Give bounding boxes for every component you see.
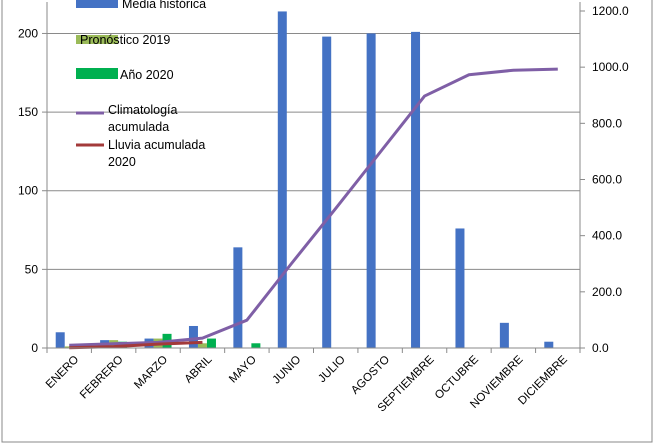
bar-media-historica-noviembre: [499, 322, 509, 348]
bar-media-historica-julio: [322, 36, 332, 348]
right-tick-label-200.0: 200.0: [592, 285, 622, 299]
legend-label-climatologia-line1: Climatología: [108, 103, 178, 117]
right-tick-label-1200.0: 1200.0: [592, 4, 629, 18]
bar-media-historica-octubre: [455, 228, 465, 348]
left-axis-ticks: 0 50 100 150 200: [18, 26, 47, 355]
legend-swatch-ano-2020: [76, 68, 118, 79]
bar-ano-2020-abril: [206, 338, 216, 348]
right-tick-label-400.0: 400.0: [592, 229, 622, 243]
legend-label-lluvia-line2: 2020: [108, 155, 136, 169]
legend-label-pronostico-2019: Pronóstico 2019: [80, 33, 170, 47]
right-tick-label-800.0: 800.0: [592, 116, 622, 130]
left-tick-label-50: 50: [25, 262, 39, 276]
line-climatologia-acumulada: [69, 67, 558, 347]
axes: [46, 2, 581, 353]
right-axis-ticks: 0.0 200.0 400.0 600.0 800.0 1000.0 1200.0: [580, 4, 629, 355]
left-tick-label-100: 100: [18, 184, 38, 198]
legend: Media histórica Pronóstico 2019 Año 2020…: [76, 0, 206, 169]
bar-pronostico-2019-abril: [197, 343, 207, 348]
bar-media-historica-diciembre: [544, 341, 554, 348]
right-tick-label-600.0: 600.0: [592, 172, 622, 186]
left-tick-label-200: 200: [18, 26, 38, 40]
legend-swatch-pronostico-2019: [76, 35, 118, 44]
right-tick-label-0.0: 0.0: [592, 341, 609, 355]
legend-swatch-media-historica: [76, 0, 118, 8]
bar-media-historica-abril: [188, 325, 198, 348]
line-lluvia-acumulada-2020: [69, 340, 203, 350]
bar-ano-2020-mayo: [251, 343, 261, 348]
left-tick-label-150: 150: [18, 105, 38, 119]
bar-media-historica-septiembre: [411, 31, 421, 349]
bar-media-historica-junio: [277, 11, 287, 348]
bar-media-historica-enero: [55, 332, 65, 348]
bar-media-historica-agosto: [366, 33, 376, 349]
legend-label-ano-2020: Año 2020: [120, 68, 174, 82]
bar-media-historica-mayo: [233, 247, 243, 348]
left-tick-label-0: 0: [31, 341, 38, 355]
legend-label-climatologia-line2: acumulada: [108, 120, 169, 134]
legend-label-lluvia-line1: Lluvia acumulada: [108, 138, 205, 152]
right-tick-label-1000.0: 1000.0: [592, 60, 629, 74]
legend-label-media-historica: Media histórica: [122, 0, 206, 11]
